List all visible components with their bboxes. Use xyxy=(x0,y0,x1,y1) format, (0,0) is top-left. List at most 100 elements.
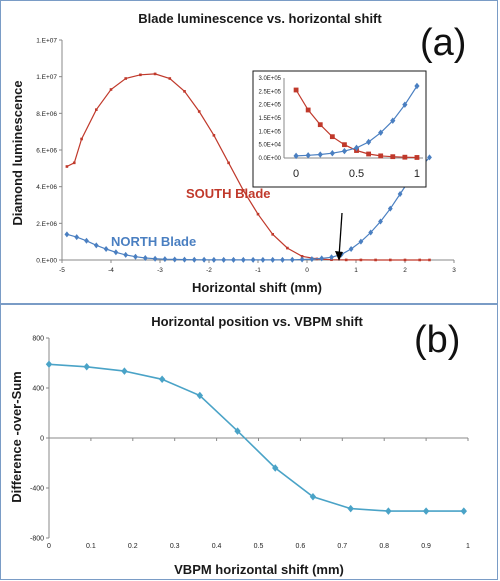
data-point xyxy=(422,507,430,515)
inset-data-point xyxy=(366,138,372,146)
chart-b-title: Horizontal position vs. VBPM shift xyxy=(151,314,363,329)
data-point xyxy=(221,256,227,263)
data-point xyxy=(109,88,113,91)
data-point xyxy=(142,254,148,261)
inset-x-tick-label: 0 xyxy=(293,168,299,180)
x-tick-label: 0 xyxy=(305,267,309,274)
x-tick-label: 0.3 xyxy=(170,543,180,550)
data-point xyxy=(240,256,246,263)
data-point xyxy=(359,258,363,262)
data-point xyxy=(80,137,83,141)
data-point xyxy=(74,234,80,241)
y-tick-label: 1.E+07 xyxy=(36,38,57,45)
inset-y-tick-label: 3.0E+05 xyxy=(258,76,281,82)
panel-a-label: (a) xyxy=(420,22,466,64)
series-line-0 xyxy=(48,363,464,512)
x-tick-label: 0.1 xyxy=(86,543,96,550)
inset-data-point xyxy=(402,154,408,160)
x-tick-label: 2 xyxy=(403,267,407,274)
data-point xyxy=(139,73,142,77)
data-point xyxy=(103,246,109,252)
chart-a-xlabel: Horizontal shift (mm) xyxy=(192,280,322,295)
inset-y-tick-label: 1.5E+05 xyxy=(258,116,281,122)
data-point xyxy=(358,238,364,245)
inset-data-point xyxy=(378,153,384,159)
data-point xyxy=(319,255,325,262)
pointer-arrow xyxy=(335,212,343,261)
data-point xyxy=(348,246,354,252)
inset-data-point xyxy=(329,150,335,157)
data-point xyxy=(428,258,431,262)
x-tick-label: -3 xyxy=(157,267,163,274)
data-point xyxy=(113,249,119,256)
data-point xyxy=(234,427,241,435)
chart-b-xlabel: VBPM horizontal shift (mm) xyxy=(174,562,344,577)
x-tick-label: 1 xyxy=(466,543,470,550)
inset-data-point xyxy=(317,151,323,158)
data-point xyxy=(183,90,186,93)
inset-data-point xyxy=(293,87,299,93)
data-point xyxy=(158,375,166,384)
y-tick-label: 0.E+00 xyxy=(36,258,57,265)
inset-chart: 0.0E+00 5.0E+04 1.0E+05 1.5E+05 2.0E+05 2.5E+… xyxy=(252,70,427,188)
x-tick-label: 0.2 xyxy=(128,543,138,550)
data-point xyxy=(84,237,89,244)
y-tick-label: 800 xyxy=(32,336,44,343)
series-label-north: NORTH Blade xyxy=(111,234,196,249)
inset-data-point xyxy=(390,117,396,124)
data-point xyxy=(201,256,207,263)
data-point xyxy=(256,212,260,216)
data-point xyxy=(212,134,216,137)
y-tick-label: 4.E+06 xyxy=(36,184,57,191)
data-point xyxy=(231,256,236,263)
data-point xyxy=(72,161,76,165)
series-label-south: SOUTH Blade xyxy=(186,186,271,201)
data-point xyxy=(93,242,99,249)
y-tick-label: 0 xyxy=(40,436,44,443)
x-tick-label: 0.9 xyxy=(421,543,431,550)
data-point xyxy=(397,191,403,197)
data-point xyxy=(272,464,279,472)
panel-a: Blade luminescence vs. horizontal shift … xyxy=(0,0,498,304)
x-tick-label: 0 xyxy=(47,543,51,550)
data-point xyxy=(403,258,407,262)
x-tick-label: 0.4 xyxy=(212,543,222,550)
data-point xyxy=(460,507,468,515)
data-point xyxy=(368,229,374,236)
inset-data-point xyxy=(353,144,360,152)
data-point xyxy=(250,256,256,263)
inset-data-point xyxy=(341,147,348,155)
data-point xyxy=(45,360,53,369)
inset-y-tick-label: 2.5E+05 xyxy=(258,89,281,95)
y-tick-label: -400 xyxy=(30,486,44,493)
data-point xyxy=(197,110,201,113)
data-point xyxy=(280,256,285,263)
data-point xyxy=(227,161,230,165)
data-point xyxy=(123,251,129,258)
data-point xyxy=(309,256,315,263)
inset-data-point xyxy=(378,129,384,136)
y-tick-label: 1.E+07 xyxy=(36,74,57,81)
data-point xyxy=(133,253,138,260)
data-point xyxy=(95,108,98,111)
data-point xyxy=(196,391,204,400)
inset-y-tick-label: 1.0E+05 xyxy=(258,129,281,135)
data-point xyxy=(374,258,377,262)
y-tick-label: -800 xyxy=(30,536,44,543)
data-point xyxy=(286,246,289,250)
chart-a-title: Blade luminescence vs. horizontal shift xyxy=(138,11,382,26)
data-point xyxy=(385,507,392,515)
y-tick-label: 6.E+06 xyxy=(36,148,57,155)
data-point xyxy=(271,233,274,236)
data-point xyxy=(260,256,266,263)
x-tick-label: 3 xyxy=(452,267,456,274)
panel-b-label: (b) xyxy=(414,319,460,361)
panel-b: Horizontal position vs. VBPM shift (b) V… xyxy=(0,304,498,580)
x-tick-label: 0.7 xyxy=(337,543,347,550)
x-tick-label: 0.8 xyxy=(379,543,389,550)
inset-data-point xyxy=(366,151,372,157)
x-tick-label: -2 xyxy=(206,267,212,274)
inset-data-point xyxy=(414,155,420,160)
data-point xyxy=(300,255,304,258)
y-tick-label: 400 xyxy=(32,386,44,393)
